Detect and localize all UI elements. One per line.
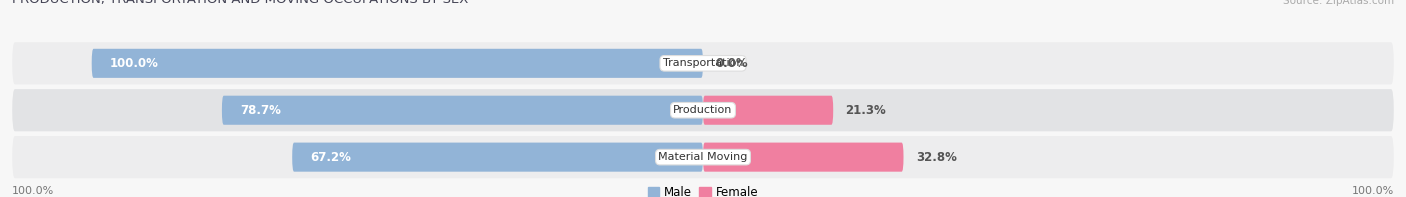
Text: 100.0%: 100.0% (110, 57, 159, 70)
Text: Production: Production (673, 105, 733, 115)
Text: 21.3%: 21.3% (845, 104, 886, 117)
Text: 32.8%: 32.8% (915, 151, 956, 164)
Text: 78.7%: 78.7% (240, 104, 281, 117)
Text: 0.0%: 0.0% (716, 57, 748, 70)
Text: 100.0%: 100.0% (1351, 186, 1393, 196)
Text: 67.2%: 67.2% (311, 151, 352, 164)
FancyBboxPatch shape (13, 136, 1393, 178)
FancyBboxPatch shape (91, 49, 703, 78)
Text: Transportation: Transportation (662, 58, 744, 68)
Text: Source: ZipAtlas.com: Source: ZipAtlas.com (1282, 0, 1393, 6)
FancyBboxPatch shape (13, 42, 1393, 85)
Text: 100.0%: 100.0% (13, 186, 55, 196)
Legend: Male, Female: Male, Female (648, 186, 758, 197)
FancyBboxPatch shape (703, 143, 904, 172)
FancyBboxPatch shape (703, 96, 834, 125)
Text: PRODUCTION, TRANSPORTATION AND MOVING OCCUPATIONS BY SEX: PRODUCTION, TRANSPORTATION AND MOVING OC… (13, 0, 468, 6)
FancyBboxPatch shape (292, 143, 703, 172)
FancyBboxPatch shape (222, 96, 703, 125)
FancyBboxPatch shape (13, 89, 1393, 131)
Text: Material Moving: Material Moving (658, 152, 748, 162)
